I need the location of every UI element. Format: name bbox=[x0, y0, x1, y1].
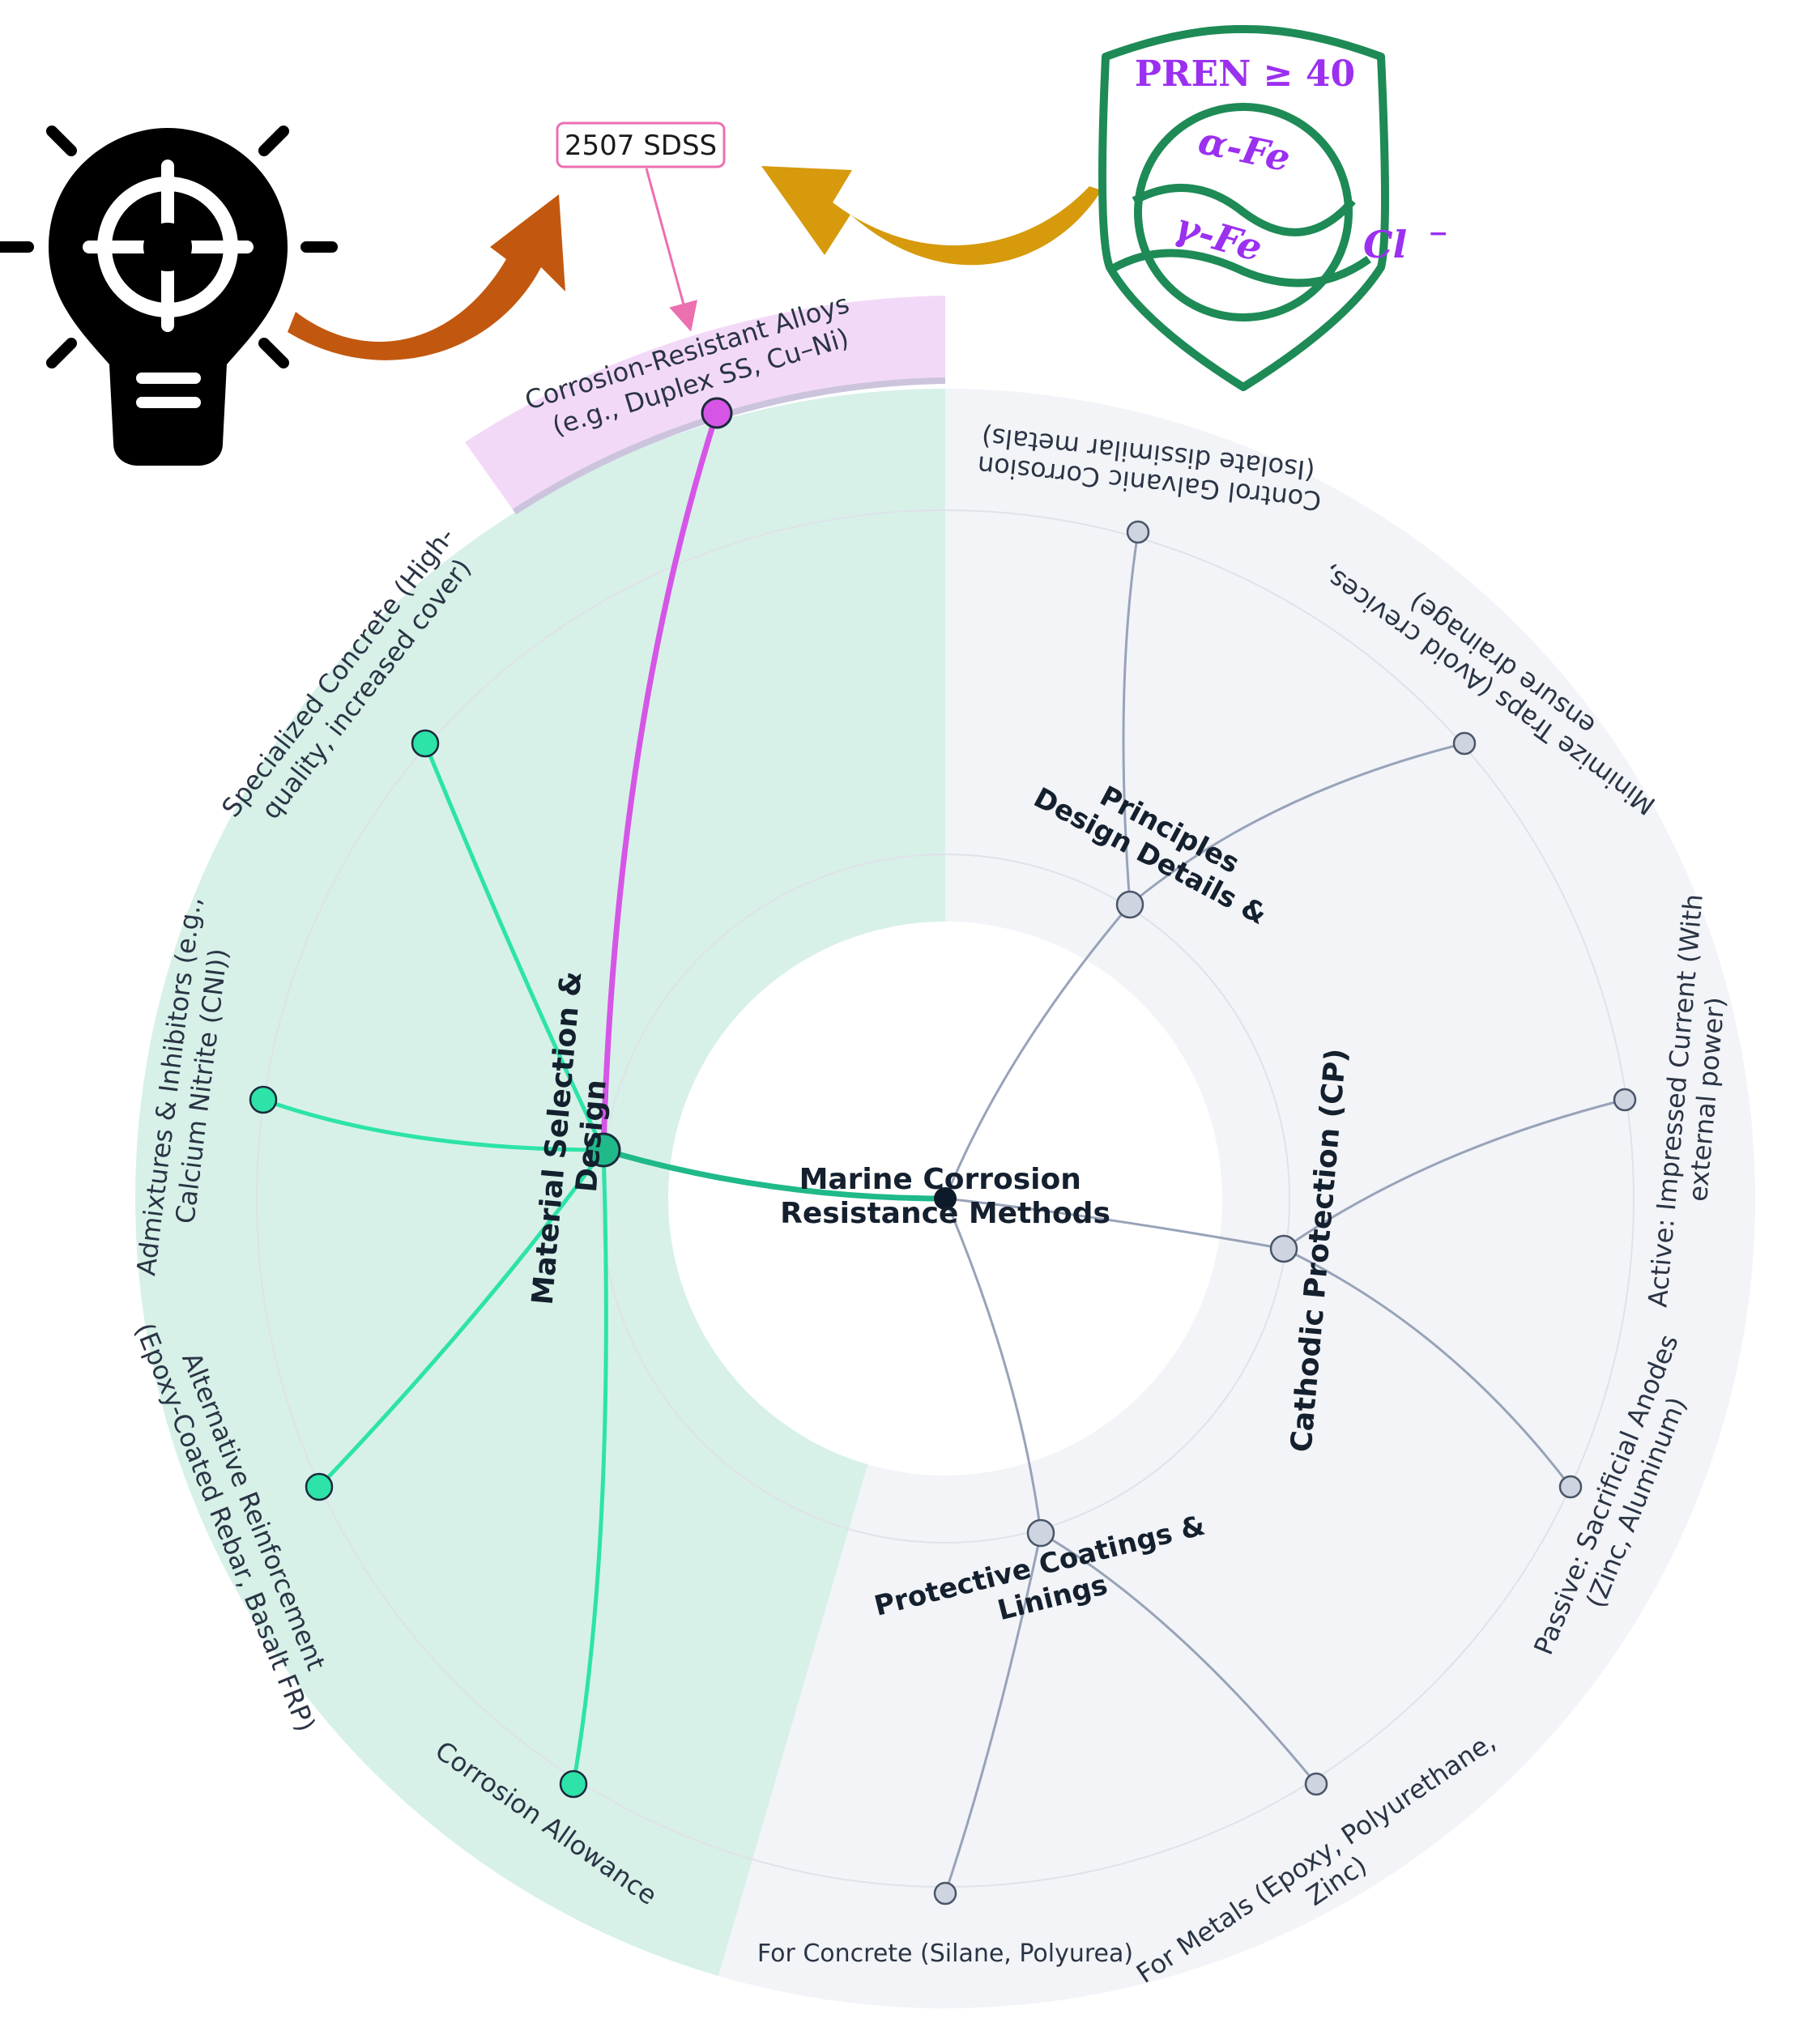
inner-guide-ring bbox=[600, 854, 1290, 1544]
center-label-line1: Marine Corrosion bbox=[799, 1163, 1081, 1196]
shield-outline bbox=[1098, 24, 1389, 391]
leaf-node-active[interactable] bbox=[1613, 1088, 1637, 1112]
node-coatings[interactable] bbox=[1026, 1518, 1055, 1548]
edge-material-concrete bbox=[423, 743, 606, 1152]
leaf-node-allowance[interactable] bbox=[559, 1769, 588, 1799]
curved-arrow-gold-icon bbox=[761, 166, 1102, 266]
leaf-node-concrete[interactable] bbox=[411, 729, 440, 758]
material-sector bbox=[135, 389, 945, 1976]
edge-center-material bbox=[603, 1147, 946, 1202]
shield-phase-alpha: α-Fe bbox=[1195, 118, 1294, 181]
edge-design-traps bbox=[1129, 742, 1465, 906]
callout: 2507 SDSS bbox=[556, 121, 726, 332]
node-cp[interactable] bbox=[1269, 1234, 1298, 1263]
leaf-node-passive[interactable] bbox=[1558, 1475, 1583, 1499]
lightbulb-target-icon bbox=[0, 126, 338, 466]
edge-cp-active bbox=[1283, 1098, 1626, 1250]
edge-cp-passive bbox=[1283, 1247, 1572, 1488]
leaf-node-alloys[interactable] bbox=[701, 397, 733, 429]
shield-title: PREN ≥ 40 bbox=[1135, 53, 1355, 95]
shield-base-wave bbox=[1106, 249, 1371, 287]
node-design[interactable] bbox=[1115, 890, 1144, 919]
center-label-line2: Resistance Methods bbox=[780, 1197, 1110, 1230]
center-label: Marine Corrosion Resistance Methods bbox=[780, 1163, 1110, 1230]
edge-center-cp bbox=[944, 1197, 1285, 1250]
edge-coatings-concrete bbox=[944, 1532, 1042, 1894]
radial-background bbox=[135, 296, 1755, 2008]
shield-ion: Cl − bbox=[1363, 219, 1448, 266]
curved-arrow-orange-icon bbox=[288, 194, 565, 360]
leaf-node-reinforcement[interactable] bbox=[305, 1472, 334, 1501]
edge-design-galvanic bbox=[1122, 531, 1140, 905]
edge-material-alloys bbox=[600, 411, 720, 1151]
leaf-node-traps[interactable] bbox=[1452, 731, 1477, 756]
edges bbox=[262, 411, 1626, 1894]
shield-ion-symbol: Cl bbox=[1363, 223, 1407, 266]
nodes bbox=[249, 397, 1637, 1906]
leaf-node-galvanic[interactable] bbox=[1126, 520, 1150, 544]
shield-emblem: PREN ≥ 40 α-Fe γ-Fe Cl − bbox=[1098, 24, 1448, 391]
edge-material-admixtures bbox=[262, 1097, 604, 1152]
callout-label: 2507 SDSS bbox=[565, 130, 717, 162]
leaf-node-metals[interactable] bbox=[1304, 1772, 1328, 1796]
leaf-node-concrete-coating[interactable] bbox=[933, 1881, 957, 1906]
edge-material-reinforcement bbox=[318, 1148, 606, 1488]
shield-wave bbox=[1132, 184, 1356, 236]
leaf-node-admixtures[interactable] bbox=[249, 1085, 278, 1114]
center-node[interactable] bbox=[934, 1187, 957, 1210]
leaf-label-concrete-coating: For Concrete (Silane, Polyurea) bbox=[757, 1940, 1133, 1968]
edge-center-design bbox=[944, 904, 1132, 1199]
node-material[interactable] bbox=[586, 1132, 621, 1168]
shield-circle bbox=[1134, 103, 1353, 322]
shield-ion-charge: − bbox=[1428, 219, 1448, 248]
edge-material-allowance bbox=[571, 1149, 608, 1785]
edge-center-coatings bbox=[944, 1198, 1042, 1534]
callout-box[interactable] bbox=[556, 121, 726, 168]
callout-arrow bbox=[645, 168, 698, 332]
edge-coatings-metals bbox=[1040, 1531, 1318, 1785]
